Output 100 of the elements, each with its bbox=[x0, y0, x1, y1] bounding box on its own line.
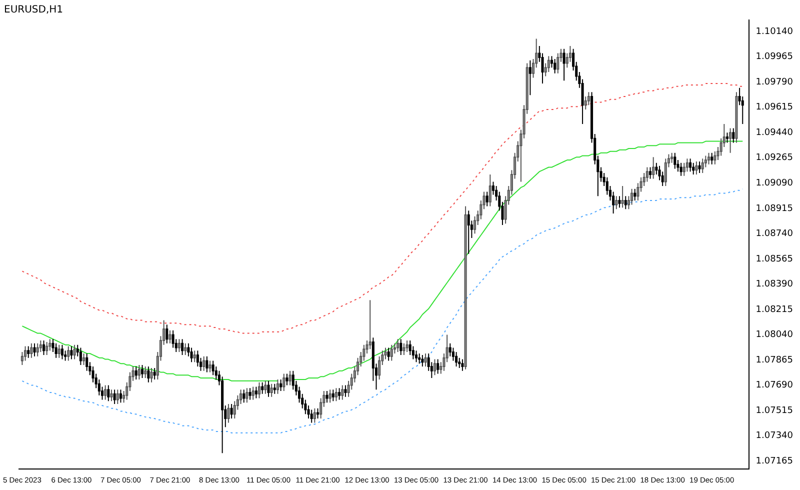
candlestick bbox=[36, 342, 39, 357]
candlestick bbox=[630, 188, 634, 206]
candlestick bbox=[58, 344, 60, 358]
y-tick-label: 1.08565 bbox=[756, 254, 793, 264]
candlestick bbox=[48, 338, 52, 352]
candlestick bbox=[390, 344, 393, 362]
candlestick bbox=[178, 338, 180, 353]
candlestick bbox=[113, 389, 116, 405]
candlestick bbox=[30, 342, 33, 358]
candlestick bbox=[212, 360, 214, 376]
candlestick bbox=[286, 373, 288, 386]
candlestick bbox=[39, 340, 42, 353]
y-tick-label: 1.09965 bbox=[756, 52, 793, 62]
candlestick bbox=[415, 350, 418, 363]
candlestick bbox=[387, 347, 390, 362]
candlestick bbox=[436, 358, 440, 374]
candlestick bbox=[332, 389, 334, 402]
candlestick bbox=[455, 352, 458, 367]
candlestick bbox=[689, 158, 692, 172]
candlestick bbox=[621, 186, 624, 208]
candlestick bbox=[73, 344, 76, 360]
candlestick bbox=[258, 382, 261, 399]
y-tick-label: 1.09265 bbox=[756, 153, 793, 164]
candlestick bbox=[326, 390, 328, 404]
candlestick bbox=[46, 341, 48, 356]
candlestick bbox=[624, 196, 627, 210]
candlestick bbox=[141, 364, 144, 379]
candlestick bbox=[670, 152, 674, 164]
candlestick bbox=[334, 388, 338, 402]
candlestick bbox=[144, 366, 147, 379]
candlestick bbox=[190, 347, 193, 363]
candlestick bbox=[406, 340, 408, 353]
candlestick bbox=[735, 92, 738, 144]
candlestick bbox=[246, 388, 248, 404]
y-tick-label: 1.08390 bbox=[756, 280, 794, 290]
candlestick bbox=[168, 330, 172, 344]
candlestick bbox=[528, 60, 532, 96]
candlestick bbox=[153, 367, 156, 380]
y-tick-label: 1.09615 bbox=[756, 102, 793, 113]
candlestick bbox=[686, 158, 688, 172]
candlestick bbox=[328, 389, 332, 404]
candlestick bbox=[554, 58, 556, 74]
candlestick bbox=[714, 150, 716, 165]
candlestick bbox=[652, 156, 655, 180]
y-tick-label: 1.08740 bbox=[756, 229, 794, 240]
candlestick bbox=[587, 92, 590, 106]
candlestick bbox=[461, 358, 464, 372]
candlestick bbox=[402, 342, 406, 356]
candlestick bbox=[710, 152, 714, 165]
candlestick bbox=[242, 389, 246, 404]
candlestick bbox=[664, 158, 667, 187]
y-tick-label: 1.07340 bbox=[756, 431, 794, 442]
candlestick bbox=[206, 356, 208, 373]
candlestick bbox=[341, 384, 344, 400]
candlestick bbox=[282, 373, 286, 392]
candlestick bbox=[562, 48, 566, 82]
y-tick-label: 1.09090 bbox=[756, 178, 794, 188]
candlestick bbox=[267, 380, 270, 398]
candlestick bbox=[682, 162, 686, 176]
y-tick-label: 1.09790 bbox=[756, 77, 794, 88]
candlestick bbox=[707, 152, 710, 165]
line-series bbox=[22, 83, 744, 334]
candlestick bbox=[264, 380, 267, 394]
candlestick bbox=[70, 346, 73, 360]
candlestick bbox=[488, 174, 492, 207]
y-tick-label: 1.08215 bbox=[756, 304, 793, 315]
candlestick bbox=[107, 384, 110, 402]
candlestick bbox=[42, 340, 46, 356]
candlestick bbox=[310, 409, 313, 424]
y-tick-label: 1.07165 bbox=[756, 456, 793, 466]
candlestick bbox=[208, 360, 212, 373]
candlestick bbox=[276, 378, 280, 394]
candlestick bbox=[400, 338, 402, 356]
candlestick bbox=[729, 128, 732, 154]
candlestick bbox=[79, 347, 82, 366]
candlestick bbox=[646, 166, 648, 182]
y-tick-label: 1.10140 bbox=[756, 26, 794, 37]
candlestick bbox=[184, 342, 187, 356]
candlestick bbox=[467, 210, 470, 254]
candlestick bbox=[698, 160, 701, 174]
y-tick-label: 1.08040 bbox=[756, 330, 794, 340]
candlestick bbox=[584, 96, 587, 110]
candlestick bbox=[270, 383, 273, 398]
candlestick bbox=[396, 338, 400, 353]
candlestick bbox=[261, 382, 264, 394]
candlestick bbox=[726, 132, 728, 144]
y-tick-label: 1.09440 bbox=[756, 128, 794, 138]
candlestick bbox=[464, 206, 467, 370]
candlestick bbox=[193, 350, 196, 363]
candlestick bbox=[424, 353, 427, 367]
chart-title: EURUSD,H1 bbox=[4, 4, 64, 16]
candlestick bbox=[421, 354, 424, 367]
candlestick bbox=[138, 364, 140, 380]
candlestick bbox=[116, 389, 119, 405]
candlestick bbox=[674, 152, 676, 170]
candlestick bbox=[433, 358, 436, 376]
candlestick bbox=[110, 389, 113, 402]
candlestick bbox=[54, 342, 58, 358]
y-tick-label: 1.07515 bbox=[756, 406, 793, 416]
candlestick bbox=[248, 388, 252, 400]
